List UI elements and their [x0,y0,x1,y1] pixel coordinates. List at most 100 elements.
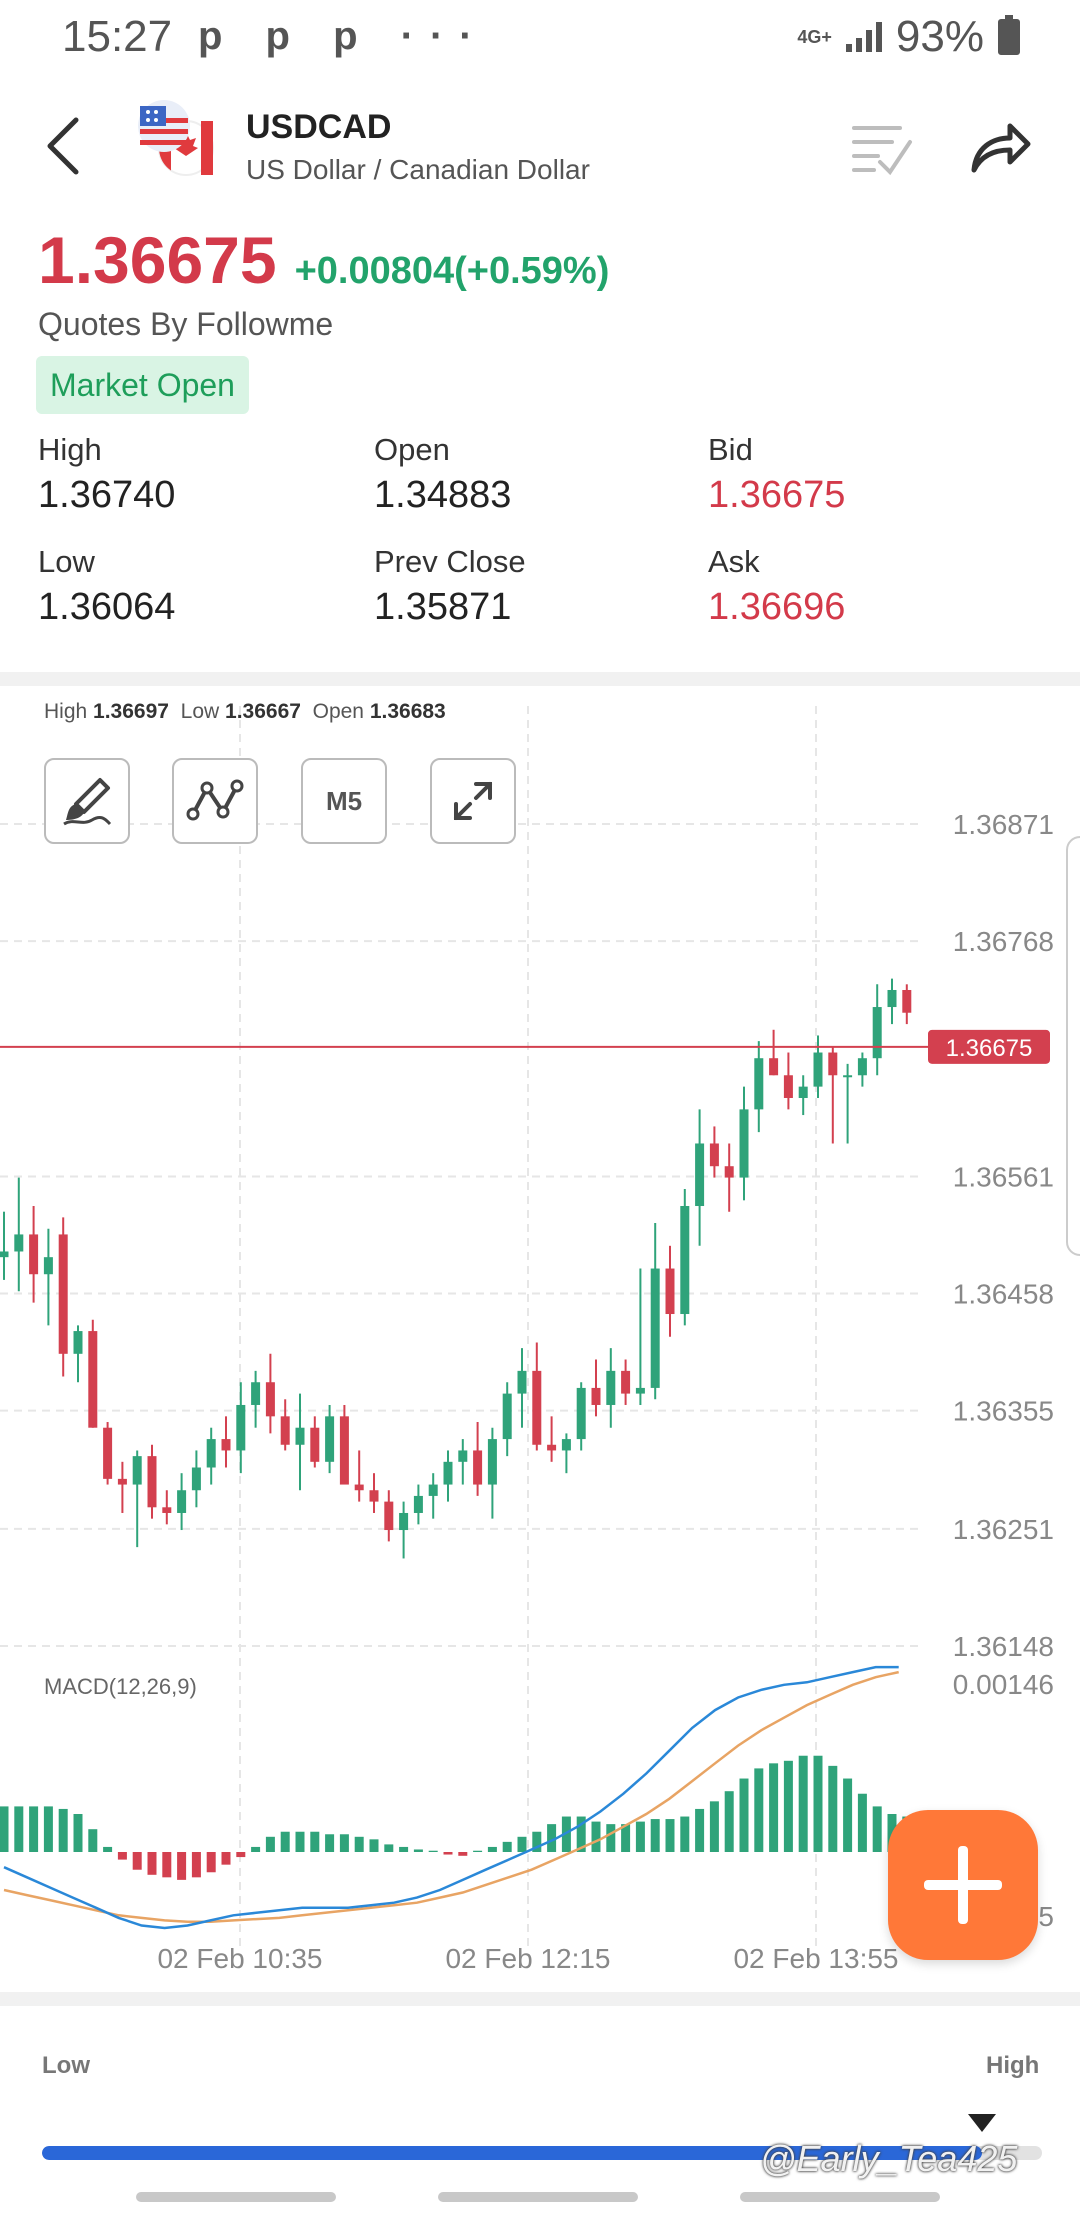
y-tick-label: 1.36148 [953,1631,1054,1662]
macd-histogram-bar [221,1852,231,1865]
candle-body [310,1427,320,1462]
candle-body [798,1086,808,1098]
macd-histogram-bar [88,1829,98,1852]
macd-histogram-bar [828,1765,838,1852]
chart-area[interactable]: 1.36871 1.36768 1.36561 1.36458 1.36355 1.362… [0,686,1080,1992]
candle-body [325,1416,335,1462]
macd-histogram-bar [14,1806,24,1852]
range-low-label: Low [42,2052,90,2079]
y-tick-label: 1.36561 [953,1161,1054,1192]
candle-body [502,1393,512,1440]
macd-histogram-bar [369,1839,379,1852]
macd-histogram-bar [843,1778,853,1852]
macd-histogram-bar [665,1819,675,1852]
candle-body [295,1427,305,1445]
back-icon[interactable] [40,116,90,176]
y-tick-label: 1.36355 [953,1396,1054,1427]
candle-body [399,1512,409,1531]
macd-histogram-bar [769,1763,779,1852]
macd-histogram-bar [517,1836,527,1852]
candle-body [206,1439,216,1468]
share-icon[interactable] [966,114,1032,178]
side-panel-handle[interactable] [1066,836,1080,1256]
macd-histogram-bar [813,1755,823,1852]
x-tick-label: 02 Feb 12:15 [445,1943,610,1974]
candle-body [43,1257,53,1275]
status-indicators: 4G+ 93% [797,12,1020,62]
candle-body [413,1495,423,1513]
candle-body [117,1478,127,1485]
watermark: @Early_Tea425 [760,2138,1018,2179]
macd-histogram-bar [29,1806,39,1852]
candle-body [606,1370,616,1405]
ohlc-high-label: High [44,700,88,723]
trendline-tool-button[interactable] [172,758,258,844]
macd-histogram-bar [354,1836,364,1852]
macd-histogram-bar [428,1850,438,1852]
ohlc-readout: High 1.36697 Low 1.36667 Open 1.36683 [44,700,446,724]
macd-histogram-bar [473,1850,483,1852]
notification-icons: p p p ··· [198,14,489,58]
candle-body [58,1234,68,1354]
macd-histogram-bar [798,1755,808,1852]
candle-body [547,1444,557,1451]
expand-button[interactable] [430,758,516,844]
price-change: +0.00804(+0.59%) [294,250,610,292]
stat-label: Ask [708,544,760,579]
macd-histogram-bar [458,1852,468,1856]
day-range-bar [42,2146,1042,2160]
macd-histogram-bar [754,1768,764,1852]
pair-symbol: USDCAD [246,108,392,146]
ohlc-low-label: Low [180,700,220,723]
add-fab-button[interactable] [888,1810,1038,1960]
candle-body [857,1058,867,1076]
macd-histogram-bar [413,1849,423,1852]
macd-histogram-bar [310,1831,320,1852]
macd-histogram-bar [680,1816,690,1852]
macd-histogram-bar [576,1816,586,1852]
candle-body [14,1234,24,1252]
candle-body [843,1075,853,1078]
macd-histogram-bar [339,1834,349,1852]
current-price-label: 1.36675 [946,1035,1033,1062]
macd-histogram-bar [147,1852,157,1875]
stat-label: Bid [708,432,753,467]
macd-histogram-bar [487,1846,497,1852]
candle-body [177,1490,187,1513]
macd-histogram-bar [132,1852,142,1870]
candle-body [147,1456,157,1508]
macd-histogram-bar [502,1841,512,1852]
macd-histogram-bar [709,1801,719,1852]
draw-tool-button[interactable] [44,758,130,844]
candlestick-chart[interactable]: 1.36871 1.36768 1.36561 1.36458 1.36355 1.362… [0,686,1080,1992]
candle-body [354,1484,364,1491]
macd-histogram-bar [177,1852,187,1880]
day-range-fill [42,2146,982,2160]
candle-body [769,1058,779,1076]
stat-prev-close: Prev Close 1.35871 [374,544,526,629]
stat-value: 1.36064 [38,586,176,628]
current-price-tag [928,1029,1050,1064]
checklist-icon[interactable] [850,118,914,178]
gesture-bar [438,2192,638,2202]
ohlc-open-label: Open [312,700,364,723]
candle-body [754,1058,764,1110]
stat-value: 1.36675 [708,474,846,516]
section-divider [0,672,1080,686]
candle-body [0,1251,9,1258]
candle-body [280,1416,290,1445]
macd-histogram-bar [206,1852,216,1873]
stat-value: 1.36696 [708,586,846,628]
x-tick-label: 02 Feb 10:35 [157,1943,322,1974]
candle-body [221,1439,231,1451]
macd-histogram-bar [265,1836,275,1852]
macd-histogram-bar [58,1808,68,1852]
macd-histogram-bar [325,1834,335,1852]
y-tick-label: 1.36768 [953,926,1054,957]
stat-value: 1.35871 [374,586,512,628]
macd-line [3,1665,899,1930]
macd-histogram-bar [236,1852,246,1858]
candle-body [29,1234,39,1275]
stat-bid: Bid 1.36675 [708,432,845,517]
timeframe-button[interactable]: M5 [301,758,387,844]
